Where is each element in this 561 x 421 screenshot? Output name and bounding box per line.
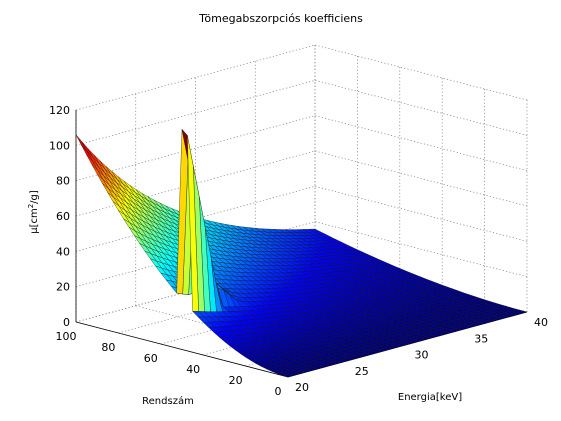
surface-cell xyxy=(75,134,88,152)
z-tick-label: 80 xyxy=(56,175,70,188)
z-tick-label: 120 xyxy=(49,104,70,117)
z-axis-label: μ[cm2/g] xyxy=(27,190,40,234)
y-tick-label: 100 xyxy=(56,330,77,343)
x-tick-label: 25 xyxy=(355,365,369,378)
y-tick-label: 60 xyxy=(144,352,158,365)
floor-grid-line xyxy=(118,267,358,334)
x-axis-label: Energia[keV] xyxy=(398,392,462,403)
y-tick-label: 80 xyxy=(101,341,115,354)
z-tick-label: 100 xyxy=(49,139,70,152)
side-grid-line xyxy=(314,115,528,172)
y-tick-label: 20 xyxy=(229,374,243,387)
back-grid-line xyxy=(75,256,316,323)
surface-cell xyxy=(282,373,295,378)
back-grid-line xyxy=(75,185,316,252)
x-tick-label: 20 xyxy=(295,381,309,394)
side-grid-line xyxy=(314,44,528,101)
back-grid-line xyxy=(75,221,316,288)
chart-title: Tömegabszorpciós koefficiens xyxy=(198,12,363,25)
side-grid-line xyxy=(314,150,528,207)
y-tick-label: 0 xyxy=(275,385,282,398)
x-tick-label: 40 xyxy=(534,316,548,329)
z-tick-label: 0 xyxy=(63,316,70,329)
y-tick-label: 40 xyxy=(186,363,200,376)
back-grid-line xyxy=(75,44,316,111)
floor-grid-line xyxy=(160,278,400,345)
z-tick-label: 60 xyxy=(56,210,70,223)
x-tick-label: 35 xyxy=(474,332,488,345)
z-tick-label: 20 xyxy=(56,281,70,294)
y-axis-label: Rendszám xyxy=(142,395,194,407)
z-tick-label: 40 xyxy=(56,245,70,258)
back-grid-line xyxy=(75,79,316,146)
y-axis-line xyxy=(75,321,289,378)
x-tick-label: 30 xyxy=(415,349,429,362)
back-grid-line xyxy=(75,115,316,182)
side-grid-line xyxy=(314,221,528,278)
side-grid-line xyxy=(314,79,528,136)
side-grid-line xyxy=(314,185,528,242)
surface-mesh xyxy=(75,128,528,378)
